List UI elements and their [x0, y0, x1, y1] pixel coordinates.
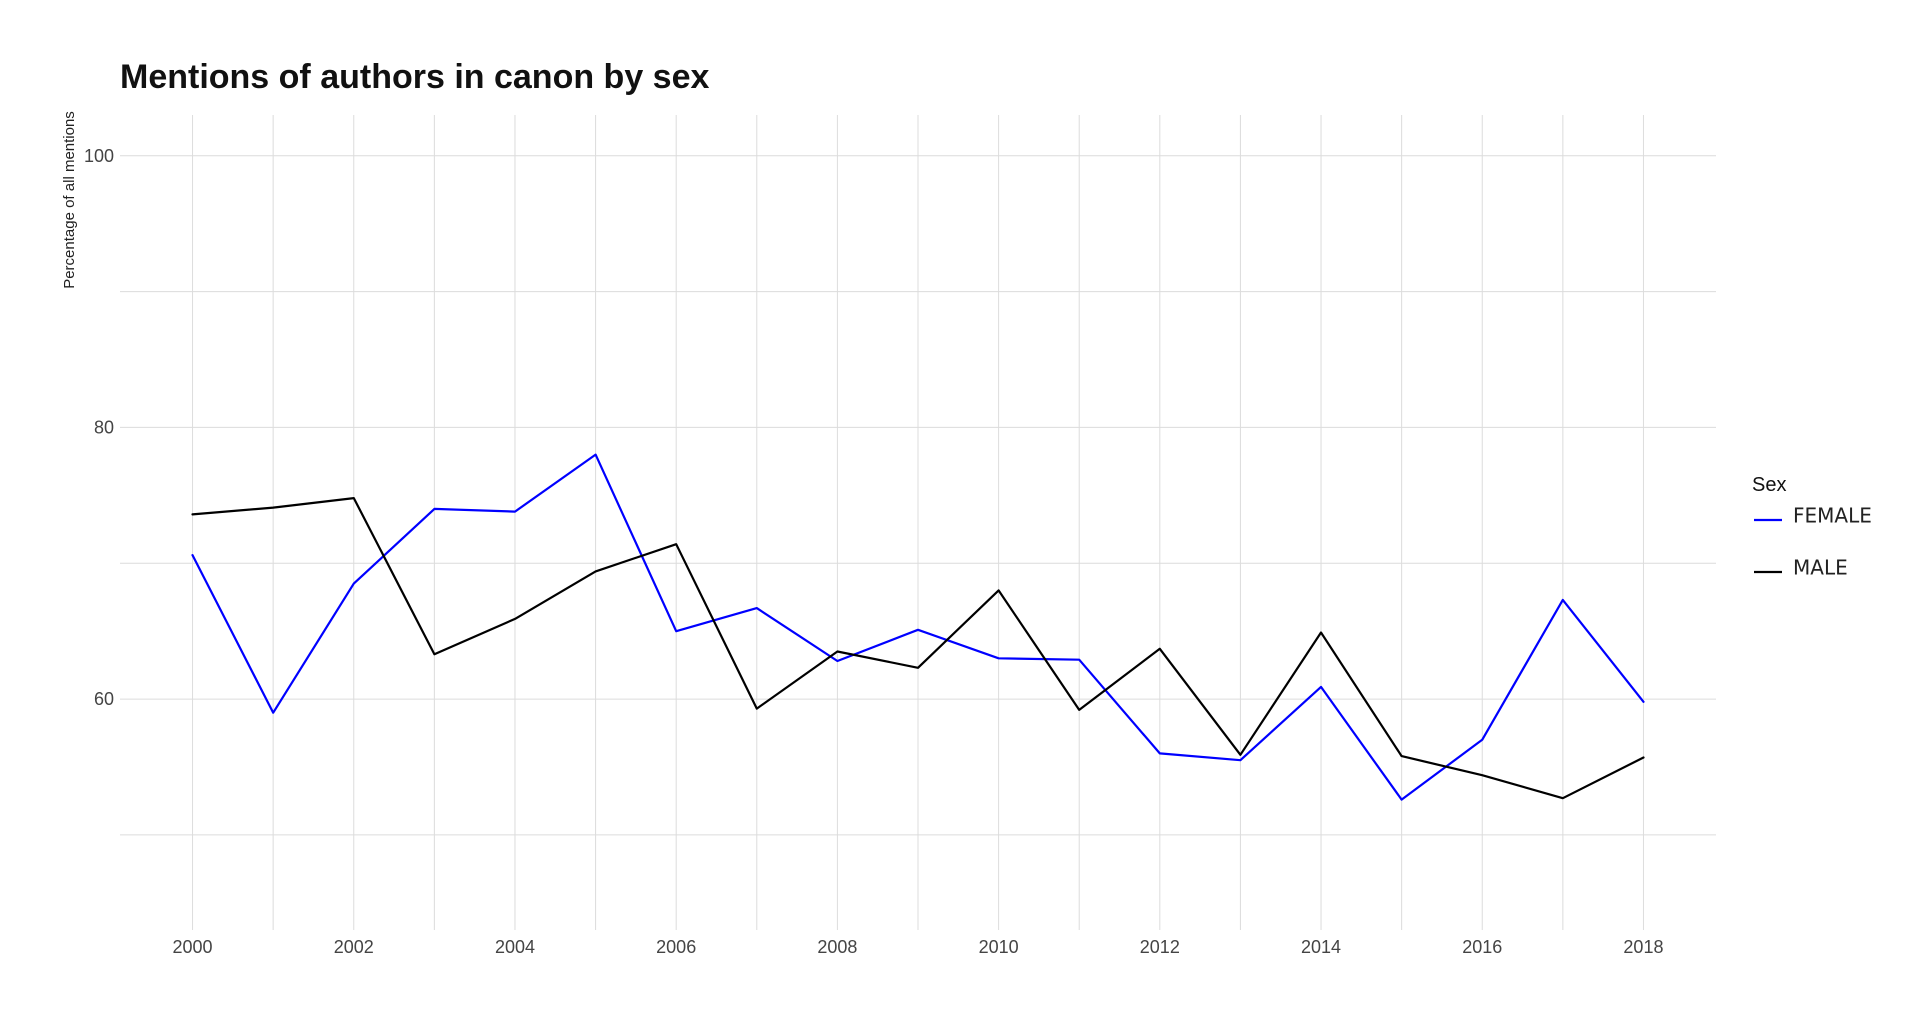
x-tick-label: 2018: [1623, 937, 1663, 957]
x-tick-label: 2012: [1140, 937, 1180, 957]
series-line-male: [191, 497, 1645, 800]
x-tick-label: 2004: [495, 937, 535, 957]
series-lines: [191, 453, 1645, 801]
x-axis-ticks: 2000 2002 2004 2006 2008 2010 2012 2014 2016 2018: [173, 937, 1664, 957]
x-tick-label: 2002: [334, 937, 374, 957]
x-tick-label: 2014: [1301, 937, 1341, 957]
chart-title: Mentions of authors in canon by sex: [120, 58, 709, 96]
y-tick-label: 100: [84, 146, 114, 166]
x-tick-label: 2016: [1462, 937, 1502, 957]
y-axis-label: Percentage of all mentions: [61, 111, 78, 289]
legend: Sex FEMALE MALE: [1752, 474, 1872, 580]
y-axis-ticks: 60 80 100: [84, 146, 114, 709]
x-tick-label: 2006: [656, 937, 696, 957]
x-tick-label: 2000: [173, 937, 213, 957]
series-line-female: [191, 453, 1645, 801]
x-tick-label: 2010: [979, 937, 1019, 957]
legend-label-female: FEMALE: [1793, 504, 1872, 528]
y-tick-label: 60: [94, 689, 114, 709]
legend-title: Sex: [1752, 474, 1786, 496]
x-tick-label: 2008: [817, 937, 857, 957]
legend-label-male: MALE: [1793, 556, 1848, 580]
y-tick-label: 80: [94, 417, 114, 437]
gridlines: [120, 115, 1716, 930]
